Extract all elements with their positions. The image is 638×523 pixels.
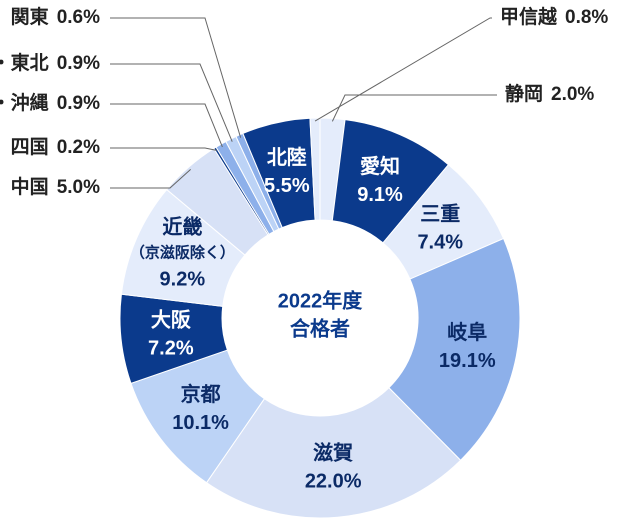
category-name: 静岡 [505,82,543,105]
leader-line [110,17,242,138]
value-label: 19.1% [439,350,496,372]
slice-label: 甲信越 0.8% [500,5,608,28]
category-name: 岐阜 [447,320,487,344]
category-name: 関東 [11,5,49,28]
category-name: 近畿 [162,215,202,239]
slice [205,387,462,519]
value-label: 5.0% [57,177,100,198]
slice [388,237,521,462]
center-title: 2022年度 [278,288,363,312]
category-name: 九州・沖縄 [0,91,49,114]
category-name: 愛知 [360,154,400,178]
value-label: 0.8% [565,7,608,28]
slice-label: 中国 5.0% [11,175,100,198]
value-label: 2.0% [551,84,594,105]
leader-line [110,147,217,151]
category-name: 京都 [181,382,221,406]
center-title: 合格者 [290,316,350,340]
slice-label: 九州・沖縄 0.9% [0,91,100,114]
slice [309,117,321,221]
leader-line [110,169,191,189]
value-label: 9.2% [160,269,206,291]
category-name: 北陸 [267,146,307,169]
leader-line [331,94,497,122]
value-label: 7.4% [417,232,463,254]
slice-label: 北海道・東北 0.9% [0,51,100,74]
category-name: 四国 [11,136,49,158]
value-label: 0.9% [57,93,100,114]
category-name: 滋賀 [313,441,353,465]
category-name: 甲信越 [500,5,558,28]
category-name: 大阪 [151,307,192,331]
value-label: 0.9% [57,53,100,74]
slice-label: 静岡 2.0% [505,82,594,105]
leader-line [110,63,233,142]
leader-line [110,103,223,148]
leader-line [314,17,492,122]
value-label: 9.1% [357,184,403,206]
value-label: 22.0% [305,471,362,493]
category-name: 三重 [420,203,460,226]
value-label: 0.6% [57,7,100,28]
annotation: （京滋阪除く） [130,243,235,261]
value-label: 5.5% [264,175,310,197]
slice-label: 関東 0.6% [11,5,100,28]
slice-label: 四国 0.2% [11,136,100,158]
category-name: 中国 [11,175,49,198]
value-label: 10.1% [172,412,229,434]
value-label: 7.2% [148,337,194,359]
value-label: 0.2% [57,137,100,158]
category-name: 北海道・東北 [0,51,49,74]
